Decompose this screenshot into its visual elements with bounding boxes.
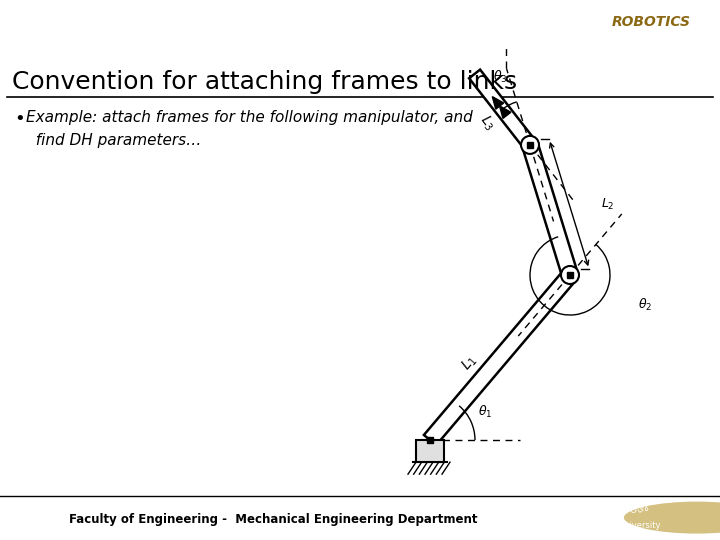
Text: Faculty of Engineering -  Mechanical Engineering Department: Faculty of Engineering - Mechanical Engi…: [69, 514, 478, 526]
Text: An-Najah National University: An-Najah National University: [539, 521, 660, 530]
Text: جامعة النجاح الوطنية: جامعة النجاح الوطنية: [549, 504, 649, 513]
Circle shape: [623, 501, 720, 535]
Text: •: •: [14, 110, 24, 128]
Polygon shape: [522, 143, 577, 278]
Polygon shape: [500, 106, 511, 118]
Text: Convention for attaching frames to links: Convention for attaching frames to links: [12, 70, 517, 94]
Text: ROBOTICS: ROBOTICS: [612, 16, 691, 29]
Text: $\theta_3$: $\theta_3$: [492, 69, 507, 85]
Circle shape: [521, 136, 539, 154]
Text: 14: 14: [636, 474, 656, 487]
Circle shape: [561, 266, 579, 284]
Text: $L_1$: $L_1$: [459, 352, 481, 374]
Text: $\theta_2$: $\theta_2$: [638, 297, 652, 313]
Text: find DH parameters…: find DH parameters…: [26, 133, 202, 148]
Polygon shape: [469, 70, 536, 149]
Text: $\theta_1$: $\theta_1$: [478, 404, 492, 420]
Text: Example: attach frames for the following manipulator, and: Example: attach frames for the following…: [26, 110, 473, 125]
Polygon shape: [424, 270, 576, 446]
Text: $L_2$: $L_2$: [601, 197, 615, 212]
Polygon shape: [492, 97, 504, 109]
Text: $L_3$: $L_3$: [476, 112, 498, 134]
Polygon shape: [416, 440, 444, 462]
Text: Chapter 3: Forward Kinematics: Chapter 3: Forward Kinematics: [145, 14, 459, 31]
